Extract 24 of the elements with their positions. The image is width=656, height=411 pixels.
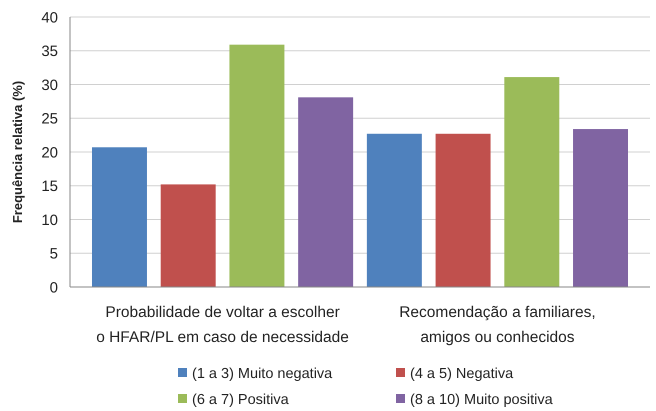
y-tick-label: 5 — [50, 246, 58, 262]
y-tick-label: 30 — [41, 76, 58, 94]
bar — [436, 134, 491, 287]
bar — [504, 77, 560, 287]
bar — [298, 97, 354, 287]
y-tick-label: 15 — [41, 178, 58, 195]
bar — [160, 184, 216, 287]
bar — [573, 129, 628, 287]
y-axis-title: Frequência relativa (%) — [10, 80, 25, 224]
y-tick-label: 40 — [41, 9, 58, 26]
bar — [229, 44, 284, 287]
y-tick-label: 20 — [41, 144, 58, 162]
bar — [92, 147, 147, 287]
y-tick-label: 25 — [41, 110, 58, 128]
y-tick-label: 0 — [50, 279, 58, 296]
legend-label: (4 a 5) Negativa — [410, 366, 514, 382]
x-tick-label: Recomendação a familiares, amigos ou conhecidos — [399, 304, 596, 346]
y-tick-label: 10 — [41, 212, 58, 229]
bar — [366, 134, 422, 287]
y-tick-label: 35 — [41, 43, 58, 60]
legend-label: (6 a 7) Positiva — [192, 392, 290, 408]
legend-label: (1 a 3) Muito negativa — [192, 366, 334, 382]
x-tick-label: Probabilidade de voltar a escolher o HFAR/PL em caso de necessidade — [96, 304, 349, 346]
legend-label: (8 a 10) Muito positiva — [410, 392, 554, 408]
